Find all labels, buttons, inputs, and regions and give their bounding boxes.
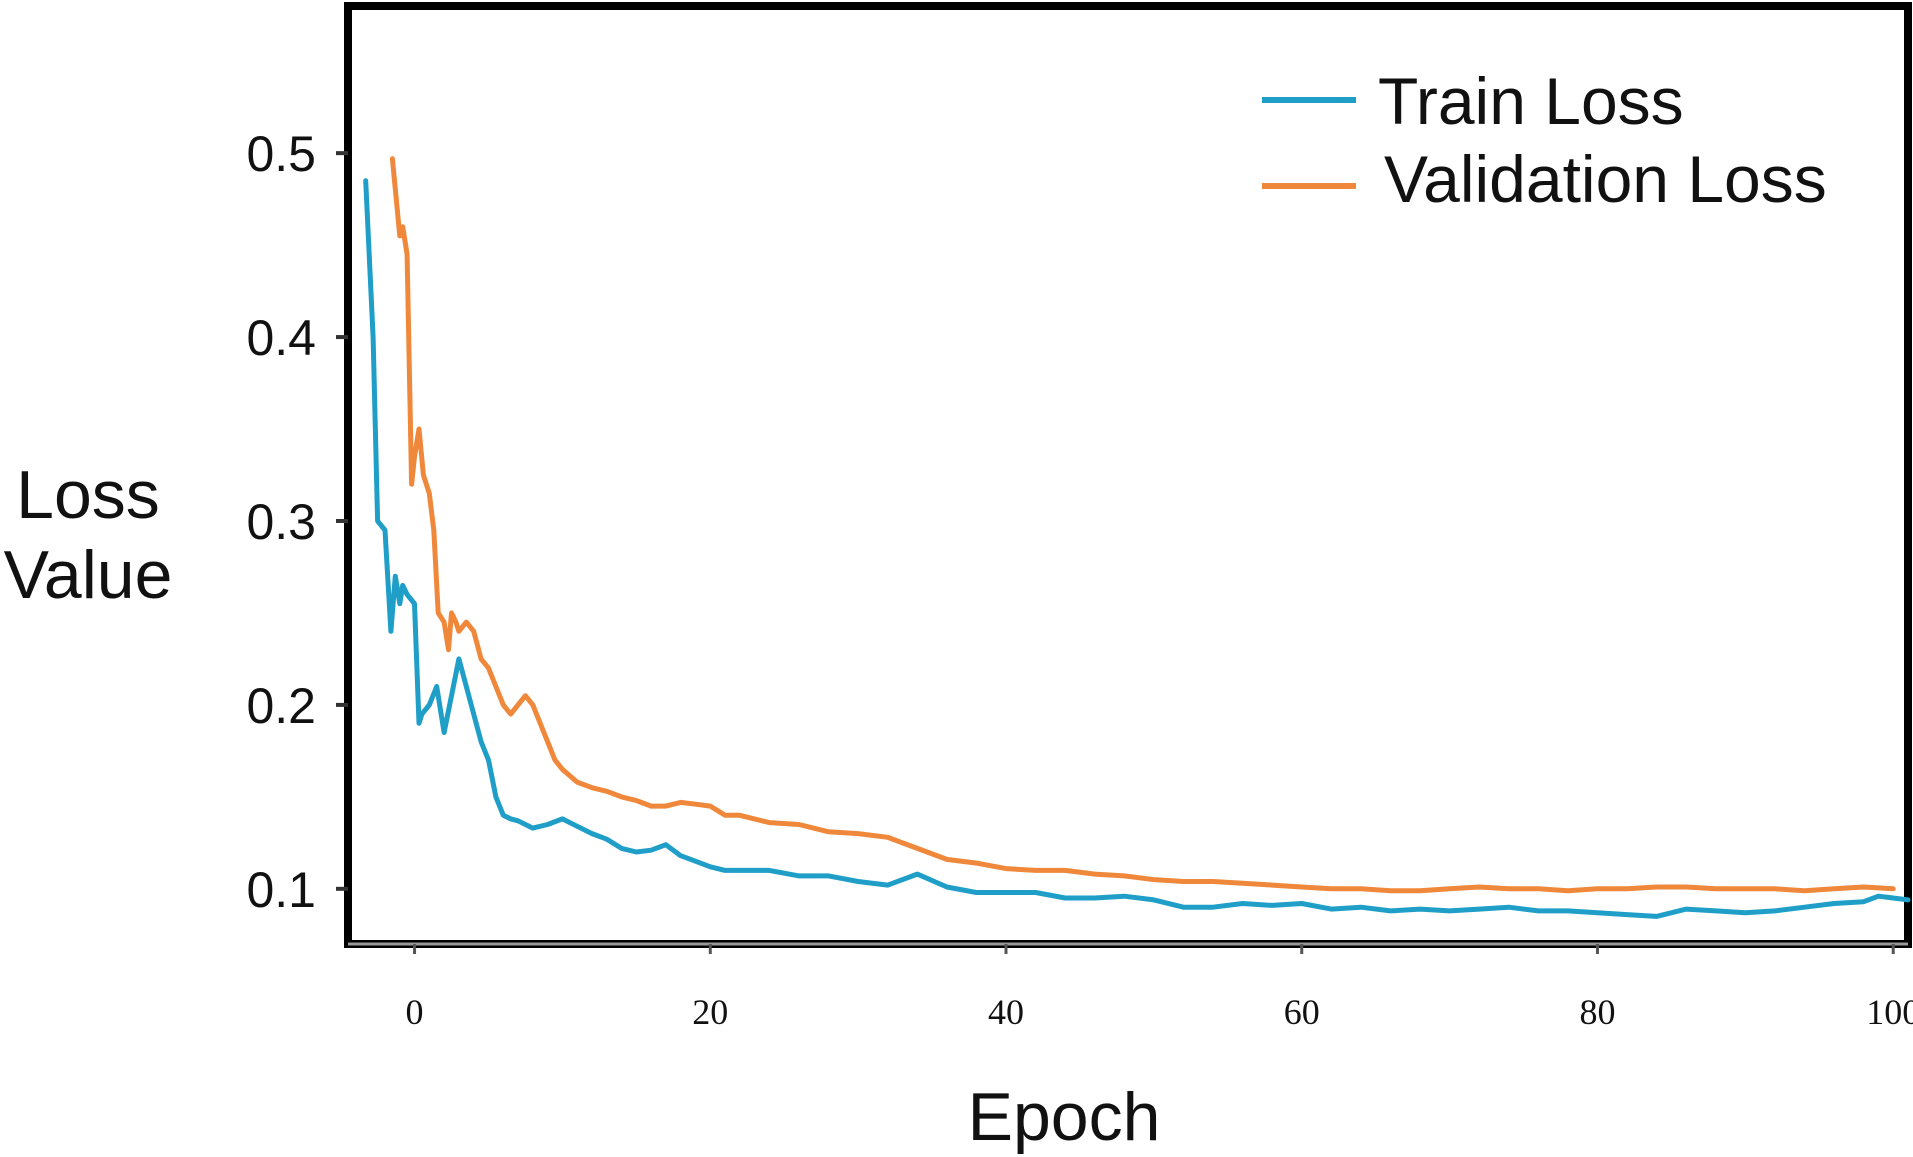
legend: Train Loss Validation Loss xyxy=(1262,64,1827,216)
x-ticks: 0 20 40 60 80 100 xyxy=(406,944,1913,1032)
y-axis-title-line-2: Value xyxy=(4,537,173,613)
series-lines xyxy=(363,156,1911,919)
x-tick-label: 60 xyxy=(1284,992,1320,1032)
train-loss-line xyxy=(363,178,1911,919)
y-tick-label: 0.3 xyxy=(246,494,316,550)
x-tick-label: 100 xyxy=(1866,992,1913,1032)
y-tick-label: 0.2 xyxy=(246,678,316,734)
legend-label-validation: Validation Loss xyxy=(1384,142,1827,216)
y-tick-label: 0.1 xyxy=(246,862,316,918)
y-ticks: 0.1 0.2 0.3 0.4 0.5 xyxy=(246,126,348,918)
x-tick-label: 20 xyxy=(692,992,728,1032)
x-axis-title: Epoch xyxy=(968,1079,1161,1155)
y-axis-title-line-1: Loss xyxy=(16,457,160,533)
x-tick-label: 0 xyxy=(406,992,424,1032)
y-tick-label: 0.4 xyxy=(246,310,316,366)
x-tick-label: 80 xyxy=(1579,992,1615,1032)
x-tick-label: 40 xyxy=(988,992,1024,1032)
validation-loss-line xyxy=(389,156,1896,894)
y-tick-label: 0.5 xyxy=(246,126,316,182)
legend-label-train: Train Loss xyxy=(1378,64,1684,138)
